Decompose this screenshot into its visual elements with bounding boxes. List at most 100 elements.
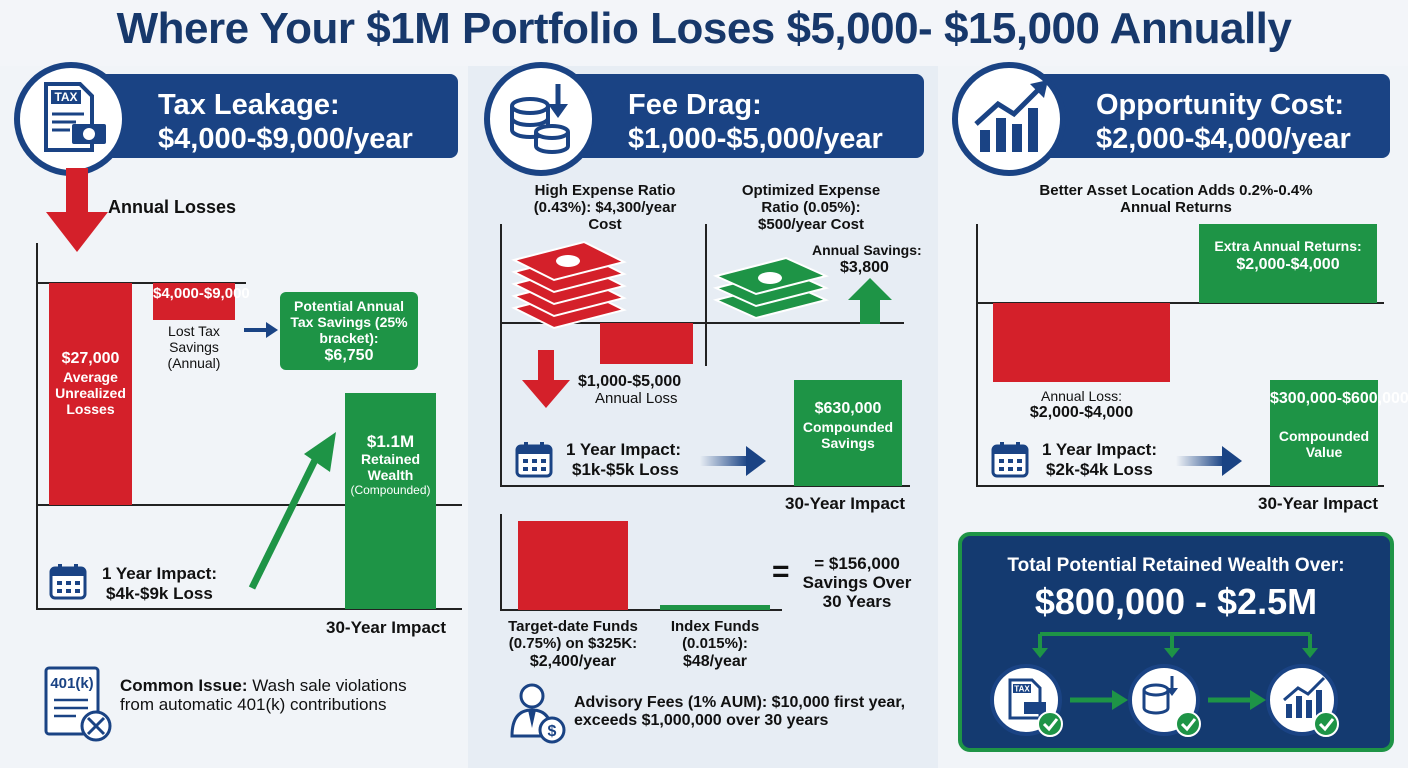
index-funds-value: $48/year: [682, 653, 748, 670]
page-title: Where Your $1M Portfolio Loses $5,000- $…: [116, 4, 1292, 53]
tax-savings-box: [280, 292, 418, 370]
401k-icon-label: 401(k): [50, 675, 93, 692]
green-cash-stack-icon: [712, 256, 830, 320]
fee-compounded-desc: Compounded Savings: [802, 419, 894, 451]
tax-annual-losses: Annual Losses: [108, 197, 237, 217]
fee-loss-bar: [600, 323, 693, 364]
fee-one-year-label: 1 Year Impact:: [566, 440, 681, 459]
tax-savings-value: $6,750: [324, 347, 374, 364]
tax-x-axis: [36, 608, 462, 610]
lost-tax-savings-value: $4,000-$9,000: [153, 285, 250, 302]
annual-savings-label: Annual Savings:: [812, 242, 922, 258]
equals-sign: =: [772, 555, 790, 588]
tax-savings-label: Potential Annual Tax Savings (25% bracke…: [290, 298, 408, 346]
total-value: $800,000 - $2.5M: [1034, 581, 1318, 622]
opp-y-axis: [976, 224, 978, 486]
opp-loss-label: Annual Loss:: [1041, 388, 1122, 404]
opp-thirty-year-label: 30-Year Impact: [1258, 494, 1379, 513]
lost-tax-savings-desc: Lost Tax Savings (Annual): [167, 323, 221, 371]
fee-baseline: [500, 322, 904, 324]
total-flow-diagram: TAX: [990, 632, 1339, 737]
fee-down-arrow-icon: [522, 350, 570, 408]
tax-midline: [36, 504, 462, 506]
retained-wealth-bar: [345, 393, 436, 609]
common-issue-text: Common Issue: Wash sale violations from …: [120, 676, 420, 714]
unrealized-losses-bar: [49, 283, 132, 505]
401k-document-icon: 401(k): [44, 666, 112, 742]
fee-divider: [705, 224, 707, 366]
tax-heading: Tax Leakage:: [158, 89, 340, 121]
fee-compounded-bar: [794, 380, 902, 486]
right-arrow-icon: [244, 322, 278, 338]
target-date-bar: [518, 521, 628, 610]
lost-tax-savings-bar: [153, 283, 235, 320]
fee-loss-desc: Annual Loss: [595, 390, 678, 407]
opp-right-arrow-icon: [1176, 446, 1242, 476]
total-growth-icon: [1266, 664, 1339, 737]
opp-loss-bar: [993, 303, 1170, 382]
total-label: Total Potential Retained Wealth Over:: [1007, 555, 1345, 576]
opp-baseline: [976, 302, 1384, 304]
fee-y-axis: [500, 224, 502, 486]
tax-range: $4,000-$9,000/year: [158, 123, 413, 155]
extra-returns-bar: [1199, 224, 1377, 303]
advisor-icon: $: [510, 683, 566, 744]
coins-down-icon: [510, 84, 570, 154]
opp-compounded-value: $300,000-$600,000: [1270, 390, 1408, 407]
fee-x-axis: [500, 485, 910, 487]
target-date-value: $2,400/year: [529, 653, 617, 670]
fee-heading: Fee Drag:: [628, 89, 762, 121]
fee-badge: [484, 62, 598, 176]
tax-icon-label: TAX: [54, 90, 77, 104]
index-funds-label: Index Funds (0.015%):: [670, 618, 760, 652]
unrealized-losses-desc: Average Unrealized Losses: [55, 369, 126, 417]
tax-one-year-label: 1 Year Impact:: [102, 564, 217, 583]
fee-thirty-year-label: 30-Year Impact: [785, 494, 906, 513]
opp-one-year-value: $2k-$4k Loss: [1046, 460, 1153, 479]
opportunity-range: $2,000-$4,000/year: [1096, 123, 1351, 155]
total-coins-icon: [1128, 664, 1201, 737]
growth-arrow-icon: [248, 432, 336, 590]
red-cash-stack-icon: [511, 240, 627, 330]
fee-right-arrow-icon: [700, 446, 766, 476]
common-issue-body: Wash sale violations from automatic 401(…: [120, 676, 407, 714]
unrealized-losses-value: $27,000: [61, 350, 120, 367]
fee-one-year-value: $1k-$5k Loss: [572, 460, 679, 479]
growth-chart-icon: [974, 80, 1048, 152]
retained-wealth-desc: Retained Wealth: [360, 451, 421, 483]
down-arrow-icon: [46, 168, 108, 252]
index-funds-bar: [660, 605, 770, 610]
fee-calendar-icon: [515, 442, 553, 478]
tax-thirty-year-label: 30-Year Impact: [326, 618, 447, 637]
opp-x-axis: [976, 485, 1384, 487]
opportunity-heading: Opportunity Cost:: [1096, 89, 1345, 121]
tax-badge: TAX: [14, 62, 128, 176]
opp-compounded-bar: [1270, 380, 1378, 486]
tax-baseline: [36, 282, 246, 284]
total-tax-icon: TAX: [990, 664, 1063, 737]
high-expense-label: High Expense Ratio (0.43%): $4,300/year …: [533, 182, 677, 233]
funds-x-axis: [500, 609, 782, 611]
tax-document-icon: TAX: [44, 82, 106, 152]
extra-returns-label: Extra Annual Returns:: [1214, 238, 1362, 254]
up-arrow-icon: [848, 278, 892, 324]
tax-one-year-value: $4k-$9k Loss: [106, 584, 213, 603]
calendar-icon: [49, 564, 87, 600]
opp-calendar-icon: [991, 442, 1029, 478]
fee-loss-value: $1,000-$5,000: [578, 373, 682, 390]
asset-location-label: Better Asset Location Adds 0.2%-0.4% Ann…: [1039, 182, 1313, 216]
fee-compounded-value: $630,000: [814, 400, 882, 417]
fee-result: = $156,000 Savings Over 30 Years: [802, 554, 912, 611]
retained-wealth-value: $1.1M: [366, 432, 415, 451]
opportunity-badge: [952, 62, 1066, 176]
svg-text:$: $: [548, 723, 557, 740]
opp-one-year-label: 1 Year Impact:: [1042, 440, 1157, 459]
advisory-fees-text: Advisory Fees (1% AUM): $10,000 first ye…: [574, 694, 906, 729]
target-date-label: Target-date Funds (0.75%) on $325K:: [508, 618, 638, 652]
optimized-expense-label: Optimized Expense Ratio (0.05%): $500/ye…: [741, 182, 881, 233]
funds-y-axis: [500, 514, 502, 610]
opp-loss-value: $2,000-$4,000: [1029, 404, 1134, 421]
total-tax-icon-label: TAX: [1014, 685, 1030, 694]
extra-returns-value: $2,000-$4,000: [1236, 256, 1340, 273]
common-issue-bold: Common Issue:: [120, 676, 248, 695]
